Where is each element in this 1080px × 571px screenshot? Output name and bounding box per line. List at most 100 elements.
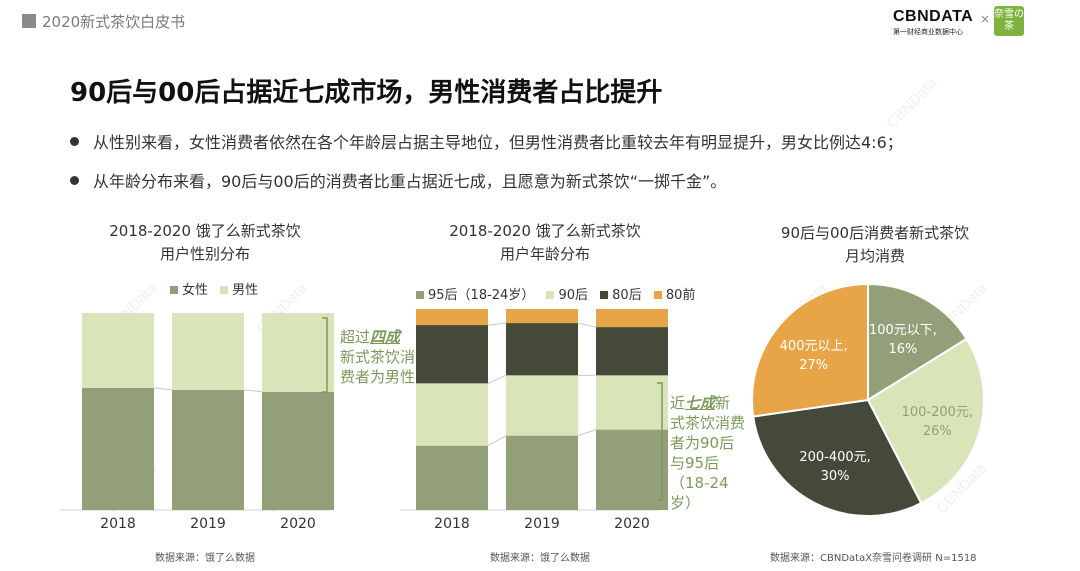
pie-label: 100元以下, xyxy=(869,323,937,338)
pie-pct-label: 16% xyxy=(889,342,918,357)
connector-line xyxy=(577,322,597,328)
annot-line: 与95后 xyxy=(670,454,720,472)
annot-line: （18-24 xyxy=(670,474,729,492)
bar-segment-2018-1 xyxy=(416,383,488,446)
bar-segment-2020-1 xyxy=(262,313,334,392)
watermark: CBNData xyxy=(883,75,941,132)
bar-segment-2019-1 xyxy=(506,375,578,436)
bullet-dot-icon xyxy=(70,137,79,146)
legend-pre80: 80前 xyxy=(653,288,696,303)
pie-pct-label: 27% xyxy=(799,358,828,373)
legend-female: 女性 xyxy=(170,283,208,298)
gender-chart-title-line1: 2018-2020 饿了么新式茶饮 xyxy=(109,222,301,240)
legend-swatch xyxy=(416,290,424,299)
bullet-dot-icon xyxy=(70,176,79,185)
x-tick-label: 2019 xyxy=(524,516,560,532)
cbndata-logo-subtitle: 第一财经商业数据中心 xyxy=(893,28,963,36)
pie-label: 100-200元, xyxy=(902,405,973,420)
pie-chart-title-line1: 90后与00后消费者新式茶饮 xyxy=(780,224,970,242)
bar-segment-2020-2 xyxy=(596,327,668,376)
annot-emph: 七成 xyxy=(685,394,716,412)
annot-pre: 超过 xyxy=(340,328,371,346)
pie-slice-0 xyxy=(867,282,968,402)
legend-swatch xyxy=(546,290,555,299)
bar-segment-2019-3 xyxy=(506,309,578,324)
x-tick-label: 2018 xyxy=(434,516,470,532)
age-source: 数据来源：饿了么数据 xyxy=(490,553,590,564)
pie-label: 200-400元, xyxy=(799,450,870,465)
legend-label: 男性 xyxy=(232,283,259,298)
x-tick-label: 2019 xyxy=(190,516,226,532)
gender-chart: 2018 2019 2020 xyxy=(60,313,334,532)
connector-line xyxy=(487,435,507,447)
pie-pct-label: 30% xyxy=(821,469,850,484)
legend-label: 80前 xyxy=(665,288,696,303)
bar-segment-2019-0 xyxy=(172,389,244,510)
x-tick-label: 2020 xyxy=(280,516,316,532)
age-chart-title-line1: 2018-2020 饿了么新式茶饮 xyxy=(449,222,641,240)
bullet-text: 从性别来看，女性消费者依然在各个年龄层占据主导地位，但男性消费者比重较去年有明显… xyxy=(93,133,903,152)
legend-label: 女性 xyxy=(182,283,209,298)
age-legend: 95后（18-24岁） 90后 80后 80前 xyxy=(416,284,703,303)
annot-line: 者为90后 xyxy=(670,434,735,452)
header-square-icon xyxy=(22,14,36,28)
bar-segment-2019-0 xyxy=(506,435,578,510)
bullet-text: 从年龄分布来看，90后与00后的消费者比重占据近七成，且愿意为新式茶饮“一掷千金… xyxy=(93,172,727,191)
legend-post90: 90后 xyxy=(546,288,588,303)
bar-segment-2020-3 xyxy=(596,309,668,328)
pie-slice-3 xyxy=(751,282,869,418)
bullet-age: 从年龄分布来看，90后与00后的消费者比重占据近七成，且愿意为新式茶饮“一掷千金… xyxy=(70,168,726,192)
legend-post95: 95后（18-24岁） xyxy=(416,288,534,303)
age-chart: 2018 2019 2020 xyxy=(400,309,668,532)
legend-label: 80后 xyxy=(612,288,642,303)
page-title: 90后与00后占据近七成市场，男性消费者占比提升 xyxy=(70,78,663,108)
gender-chart-title: 2018-2020 饿了么新式茶饮 用户性别分布 xyxy=(60,220,350,266)
annot-pre: 近 xyxy=(670,394,686,412)
annot-line: 新式茶饮消 xyxy=(340,348,416,366)
bar-segment-2020-1 xyxy=(596,375,668,430)
bar-segment-2020-0 xyxy=(596,429,668,510)
x-tick-label: 2020 xyxy=(614,516,650,532)
pie-source: 数据来源：CBNDataX奈雪问卷调研 N=1518 xyxy=(770,553,977,564)
doc-title: 2020新式茶饮白皮书 xyxy=(42,13,186,31)
pie-pct-label: 26% xyxy=(923,424,952,439)
age-chart-title: 2018-2020 饿了么新式茶饮 用户年龄分布 xyxy=(400,220,690,266)
gender-annotation: 超过四成 新式茶饮消 费者为男性 xyxy=(340,327,415,387)
annotation-bracket xyxy=(657,382,663,501)
pie-label: 400元以上, xyxy=(780,339,848,354)
connector-line xyxy=(487,374,507,384)
bullet-gender: 从性别来看，女性消费者依然在各个年龄层占据主导地位，但男性消费者比重较去年有明显… xyxy=(70,129,903,153)
annot-emph: 四成 xyxy=(370,328,401,346)
age-chart-title-line2: 用户年龄分布 xyxy=(499,245,590,263)
bar-segment-2019-1 xyxy=(172,313,244,390)
annotation-bracket xyxy=(322,317,328,393)
legend-swatch xyxy=(220,285,229,294)
connector-line xyxy=(153,387,173,391)
annot-line: 式茶饮消费 xyxy=(670,414,746,432)
bar-segment-2018-3 xyxy=(416,309,488,326)
age-annotation: 近七成新 式茶饮消费 者为90后 与95后 （18-24 岁） xyxy=(670,393,745,513)
pie-chart-title-line2: 月均消费 xyxy=(844,247,905,265)
legend-swatch xyxy=(170,285,178,294)
legend-swatch xyxy=(653,290,662,299)
naixue-logo: 奈雪の茶 xyxy=(994,6,1024,36)
annot-line: 岁） xyxy=(670,494,701,512)
pie-slice-1 xyxy=(866,337,985,505)
legend-post80: 80后 xyxy=(600,288,642,303)
pie-chart-title: 90后与00后消费者新式茶饮 月均消费 xyxy=(730,222,1020,268)
legend-male: 男性 xyxy=(220,283,258,298)
bar-segment-2018-0 xyxy=(416,445,488,510)
x-tick-label: 2018 xyxy=(100,516,136,532)
legend-label: 95后（18-24岁） xyxy=(428,288,535,303)
gender-source: 数据来源：饿了么数据 xyxy=(155,553,255,564)
legend-swatch xyxy=(600,290,609,299)
annot-post: 新 xyxy=(715,394,731,412)
header-bar: 2020新式茶饮白皮书 CBNDATA 第一财经商业数据中心 × 奈雪の茶 xyxy=(0,0,1080,40)
gender-chart-title-line2: 用户性别分布 xyxy=(159,245,250,263)
cbndata-logo: CBNDATA xyxy=(893,8,974,25)
pie-chart: 100元以下, 16% 100-200元, 26% 200-400元, 30% 400元以上… xyxy=(751,282,985,517)
bar-segment-2018-2 xyxy=(416,325,488,384)
bar-segment-2019-2 xyxy=(506,323,578,376)
connector-line xyxy=(487,322,507,326)
bar-segment-2018-0 xyxy=(82,387,154,510)
